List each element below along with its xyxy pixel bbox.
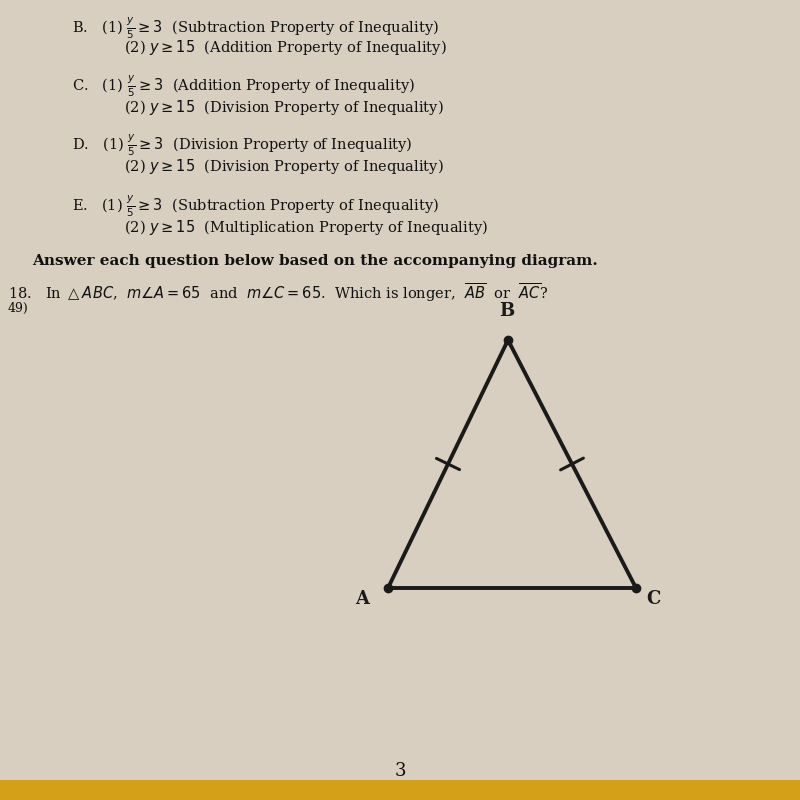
Text: Answer each question below based on the accompanying diagram.: Answer each question below based on the … xyxy=(32,254,598,267)
Text: B.   (1) $\frac{y}{5}\geq 3$  (Subtraction Property of Inequality): B. (1) $\frac{y}{5}\geq 3$ (Subtraction … xyxy=(72,16,439,42)
Text: C: C xyxy=(646,590,661,608)
Text: (2) $y\geq 15$  (Addition Property of Inequality): (2) $y\geq 15$ (Addition Property of Ine… xyxy=(124,38,446,58)
Text: 18.   In $\triangle ABC$,  $m\angle A = 65$  and  $m\angle C = 65$.  Which is lo: 18. In $\triangle ABC$, $m\angle A = 65$… xyxy=(8,282,548,304)
Text: E.   (1) $\frac{y}{5}\geq 3$  (Subtraction Property of Inequality): E. (1) $\frac{y}{5}\geq 3$ (Subtraction … xyxy=(72,194,439,219)
Text: 3: 3 xyxy=(394,762,406,779)
Text: (2) $y\geq 15$  (Division Property of Inequality): (2) $y\geq 15$ (Division Property of Ine… xyxy=(124,157,444,176)
Text: C.   (1) $\frac{y}{5}\geq 3$  (Addition Property of Inequality): C. (1) $\frac{y}{5}\geq 3$ (Addition Pro… xyxy=(72,74,415,99)
Text: (2) $y\geq 15$  (Division Property of Inequality): (2) $y\geq 15$ (Division Property of Ine… xyxy=(124,98,444,117)
Bar xyxy=(0,780,800,800)
Text: 49): 49) xyxy=(8,302,29,314)
Text: B: B xyxy=(498,302,514,320)
Text: D.   (1) $\frac{y}{5}\geq 3$  (Division Property of Inequality): D. (1) $\frac{y}{5}\geq 3$ (Division Pro… xyxy=(72,133,413,158)
Text: (2) $y\geq 15$  (Multiplication Property of Inequality): (2) $y\geq 15$ (Multiplication Property … xyxy=(124,218,488,237)
Text: A: A xyxy=(356,590,370,608)
